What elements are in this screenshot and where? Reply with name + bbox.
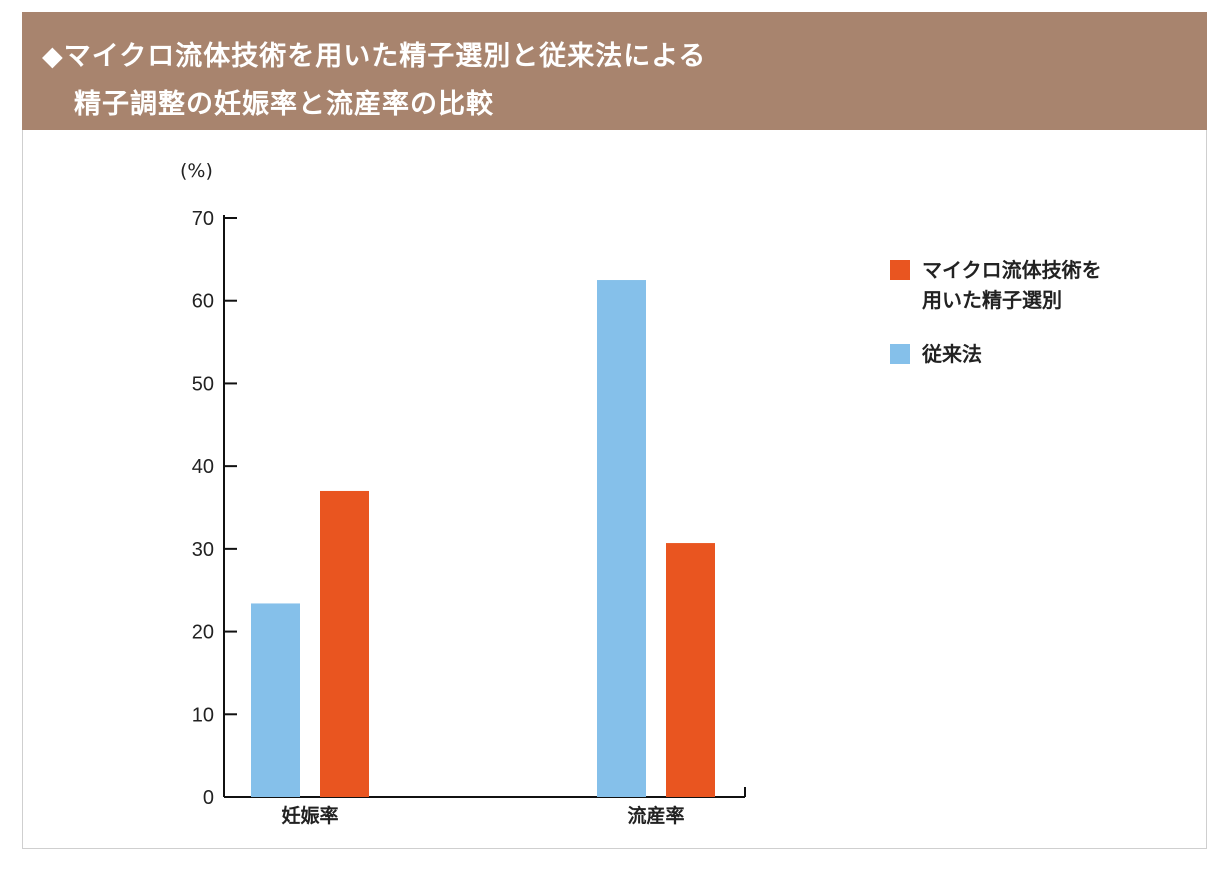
bar-microfluidic-pregnancy [320, 490, 369, 797]
legend: マイクロ流体技術を 用いた精子選別 従来法 [890, 255, 1102, 393]
y-tick-label: 10 [192, 704, 214, 726]
y-tick-label: 20 [192, 622, 214, 644]
legend-label: 用いた精子選別 [922, 288, 1062, 312]
y-tick-label: 0 [203, 787, 214, 809]
title-line-1: ◆マイクロ流体技術を用いた精子選別と従来法による [42, 41, 707, 72]
y-tick-label: 50 [192, 373, 214, 395]
legend-label: 従来法 [922, 342, 982, 366]
legend-item-microfluidic: マイクロ流体技術を 用いた精子選別 [890, 255, 1102, 315]
y-axis-unit: (%) [180, 160, 213, 182]
legend-item-conventional: 従来法 [890, 339, 1102, 369]
y-tick-label: 40 [192, 456, 214, 478]
y-tick-label: 30 [192, 539, 214, 561]
bar-microfluidic-miscarriage [666, 543, 715, 797]
y-tick-label: 70 [192, 208, 214, 230]
bar-conventional-pregnancy [251, 603, 300, 797]
y-tick-label: 60 [192, 291, 214, 313]
x-category-label: 妊娠率 [281, 804, 338, 827]
legend-swatch-microfluidic [890, 260, 910, 280]
legend-label: マイクロ流体技術を [922, 258, 1102, 282]
x-category-label: 流産率 [627, 804, 684, 827]
figure-header: ◆マイクロ流体技術を用いた精子選別と従来法による 精子調整の妊娠率と流産率の比較 [22, 12, 1207, 130]
title-line-2: 精子調整の妊娠率と流産率の比較 [74, 89, 494, 120]
bar-conventional-miscarriage [597, 280, 646, 797]
legend-swatch-conventional [890, 344, 910, 364]
